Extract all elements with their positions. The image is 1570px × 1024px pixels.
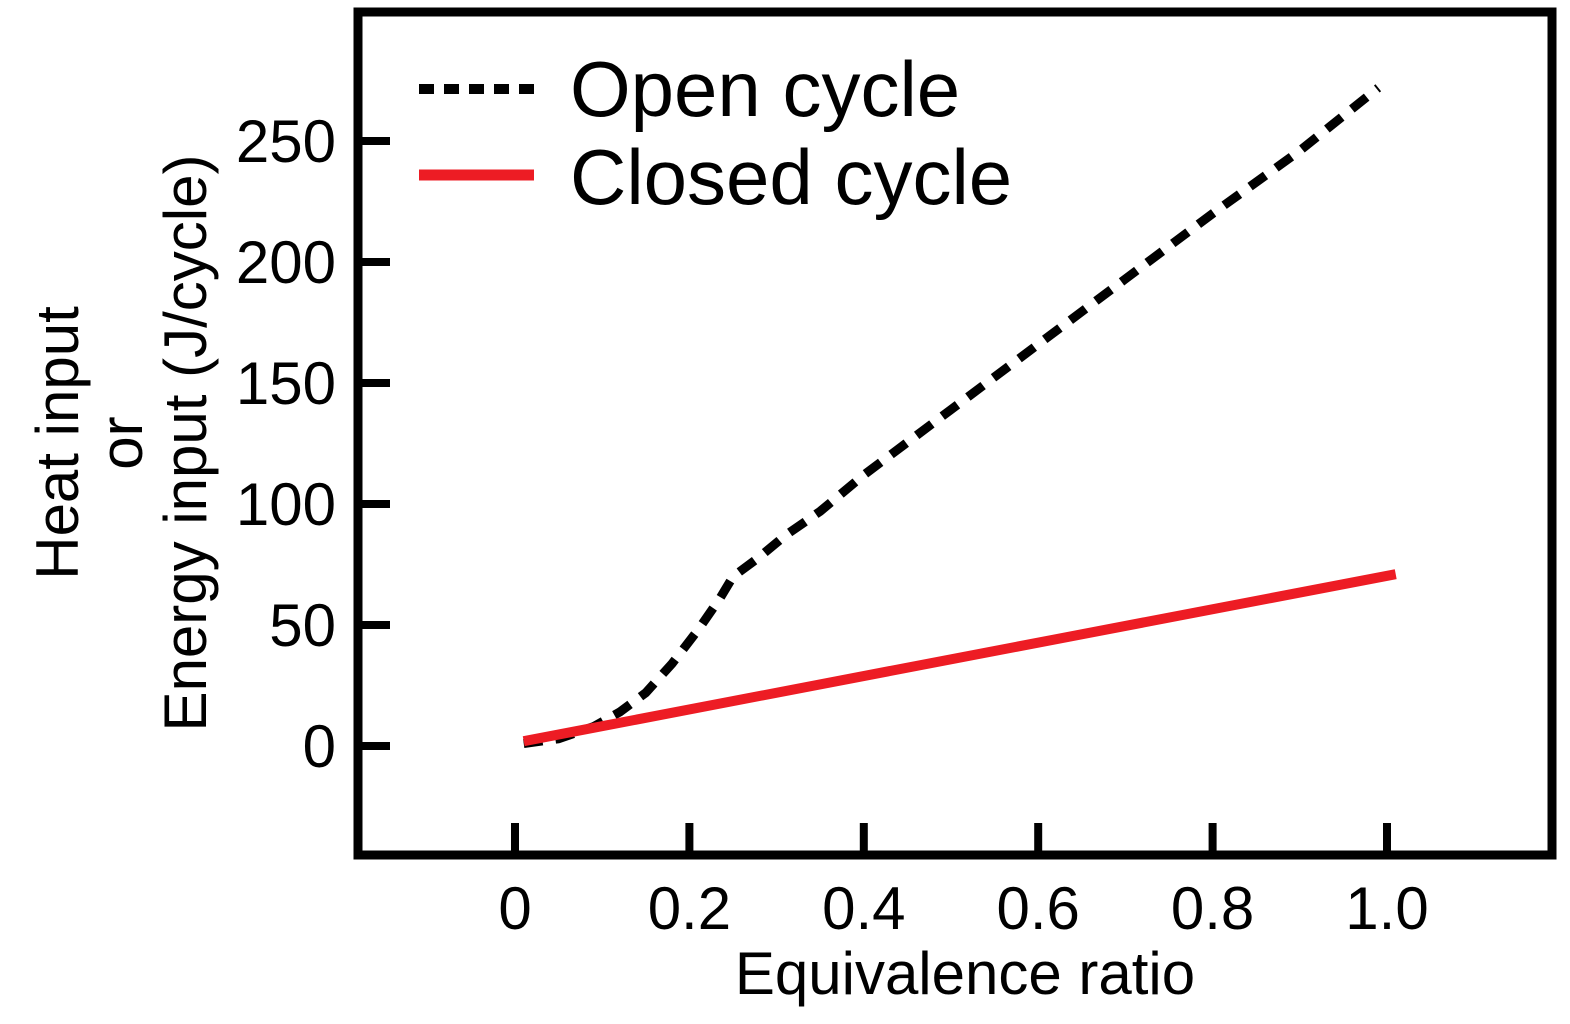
- y-tick-label: 250: [236, 108, 336, 175]
- y-axis-title-line2: or: [88, 416, 155, 470]
- y-tick-label: 100: [236, 471, 336, 538]
- x-tick-label: 0.8: [1171, 875, 1254, 942]
- x-tick-label: 0.2: [648, 875, 731, 942]
- y-tick-label: 200: [236, 229, 336, 296]
- legend-label-closed-cycle: Closed cycle: [570, 133, 1013, 221]
- legend-label-open-cycle: Open cycle: [570, 45, 961, 133]
- y-axis-title-line1: Heat input: [24, 306, 91, 580]
- y-tick-label: 150: [236, 350, 336, 417]
- x-axis-title: Equivalence ratio: [734, 940, 1196, 1007]
- y-tick-label: 50: [269, 592, 336, 659]
- plot-frame: [353, 7, 1557, 860]
- x-tick-label: 0.6: [996, 875, 1079, 942]
- series-open-cycle-line: [523, 84, 1382, 749]
- y-tick-label: 0: [303, 713, 336, 780]
- y-axis-title: Heat input or Energy input (J/cycle): [24, 0, 219, 943]
- x-tick-label: 1.0: [1345, 875, 1428, 942]
- y-axis-title-line3: Energy input (J/cycle): [152, 154, 219, 732]
- x-tick-label: 0: [498, 875, 531, 942]
- x-tick-label: 0.4: [822, 875, 905, 942]
- series-closed-cycle-line: [522, 569, 1397, 747]
